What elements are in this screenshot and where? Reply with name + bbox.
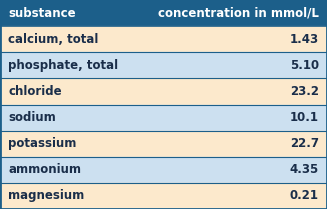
Bar xyxy=(0,78,327,104)
Text: 1.43: 1.43 xyxy=(290,33,319,46)
Bar xyxy=(0,183,327,209)
Bar xyxy=(0,26,327,52)
Text: chloride: chloride xyxy=(8,85,62,98)
Text: magnesium: magnesium xyxy=(8,189,84,203)
Text: potassium: potassium xyxy=(8,137,77,150)
Bar xyxy=(0,131,327,157)
Text: 23.2: 23.2 xyxy=(290,85,319,98)
Text: substance: substance xyxy=(8,6,76,20)
Text: 5.10: 5.10 xyxy=(290,59,319,72)
Text: 10.1: 10.1 xyxy=(290,111,319,124)
Bar xyxy=(0,157,327,183)
Text: concentration in mmol/L: concentration in mmol/L xyxy=(158,6,319,20)
Bar xyxy=(0,52,327,78)
Text: 0.21: 0.21 xyxy=(290,189,319,203)
Bar xyxy=(0,104,327,131)
Text: calcium, total: calcium, total xyxy=(8,33,98,46)
Text: 22.7: 22.7 xyxy=(290,137,319,150)
Text: ammonium: ammonium xyxy=(8,163,81,176)
Text: 4.35: 4.35 xyxy=(290,163,319,176)
Text: sodium: sodium xyxy=(8,111,56,124)
Bar xyxy=(0,0,327,26)
Text: phosphate, total: phosphate, total xyxy=(8,59,118,72)
